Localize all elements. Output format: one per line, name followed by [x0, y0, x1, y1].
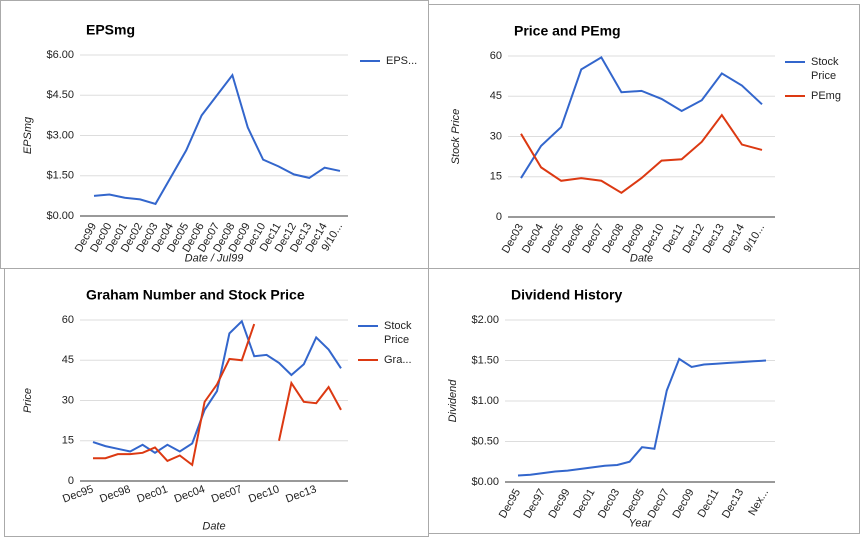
y-tick-label: $0.50	[471, 435, 499, 447]
y-tick-label: $0.00	[471, 476, 499, 488]
y-tick-label: $1.00	[471, 395, 499, 407]
chart-panel: EPSmg$0.00$1.50$3.00$4.50$6.00Dec99Dec00…	[0, 0, 429, 269]
x-axis-label: Date / Jul99	[185, 252, 244, 264]
chart-title: Dividend History	[511, 287, 622, 303]
legend-label: PEmg	[811, 90, 841, 102]
chart-title: EPSmg	[86, 22, 135, 38]
y-tick-label: $0.00	[46, 210, 74, 222]
panel-border	[4, 268, 429, 537]
y-tick-label: 60	[62, 314, 74, 326]
y-axis-label: Dividend	[447, 379, 459, 423]
chart-panel: Price and PEmg015304560Dec03Dec04Dec05De…	[428, 4, 860, 269]
y-tick-label: $2.00	[471, 314, 499, 326]
y-axis-label: Stock Price	[450, 109, 462, 165]
chart-title: Price and PEmg	[514, 23, 621, 39]
y-tick-label: 45	[62, 354, 74, 366]
y-tick-label: $3.00	[46, 129, 74, 141]
y-tick-label: 45	[490, 90, 502, 102]
x-axis-label: Year	[629, 517, 653, 529]
series-line	[520, 55, 763, 179]
legend-label: Stock Price	[811, 56, 839, 82]
series-line	[92, 319, 342, 455]
y-tick-label: 15	[490, 171, 502, 183]
legend-label: Stock Price	[384, 320, 412, 346]
y-tick-label: $4.50	[46, 89, 74, 101]
y-tick-label: 0	[68, 475, 74, 487]
x-axis-label: Date	[630, 252, 653, 264]
legend-label: Gra...	[384, 354, 412, 366]
y-tick-label: $1.50	[46, 170, 74, 182]
chart-panel: Graham Number and Stock Price015304560De…	[4, 268, 429, 537]
series-line	[517, 357, 767, 477]
y-axis-label: EPSmg	[22, 116, 34, 154]
series-line	[93, 72, 341, 206]
y-tick-label: 30	[62, 394, 74, 406]
x-axis-label: Date	[202, 520, 225, 532]
legend-label: EPS...	[386, 55, 417, 67]
panel-border	[0, 0, 429, 269]
series-line	[93, 323, 342, 467]
y-tick-label: 15	[62, 435, 74, 447]
y-axis-label: Price	[22, 388, 34, 413]
series-line	[520, 113, 763, 195]
y-tick-label: 0	[496, 211, 502, 223]
chart-panel: Dividend History $0.00 $0.50 $1.00 $1.50 $2.0…	[428, 268, 860, 534]
y-tick-label: 30	[490, 130, 502, 142]
y-tick-label: 60	[490, 50, 502, 62]
y-tick-label: $6.00	[46, 49, 74, 61]
chart-title: Graham Number and Stock Price	[86, 287, 305, 303]
y-tick-label: $1.50	[471, 354, 499, 366]
